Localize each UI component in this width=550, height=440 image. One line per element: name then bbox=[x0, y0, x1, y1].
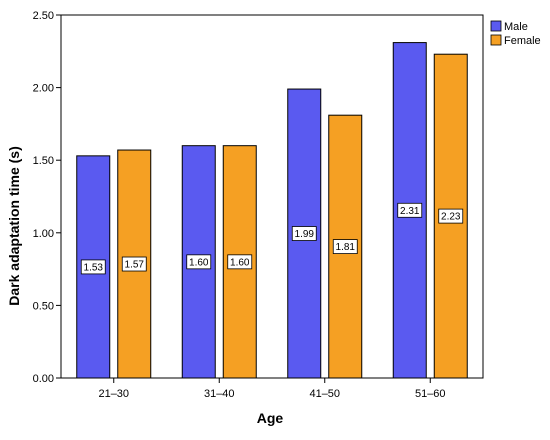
y-tick-label: 0.50 bbox=[33, 300, 54, 312]
data-label: 1.60 bbox=[189, 257, 209, 268]
legend-swatch-male bbox=[490, 20, 502, 32]
data-label: 2.31 bbox=[400, 206, 420, 217]
data-label-box bbox=[332, 239, 358, 254]
y-tick-label: 1.00 bbox=[33, 228, 54, 240]
y-tick-label: 2.00 bbox=[33, 83, 54, 95]
y-tick-label: 2.50 bbox=[33, 10, 54, 22]
data-label-box bbox=[291, 226, 317, 241]
data-label-box bbox=[80, 259, 106, 275]
legend-swatch-female bbox=[490, 34, 502, 46]
data-label: 1.60 bbox=[230, 257, 250, 268]
x-tick-label: 21–30 bbox=[98, 388, 129, 400]
y-axis-title: Dark adaptation time (s) bbox=[6, 146, 22, 305]
data-label: 1.99 bbox=[295, 229, 315, 240]
x-tick-label: 51–60 bbox=[415, 388, 446, 400]
legend-label-male: Male bbox=[504, 21, 528, 33]
data-label-box bbox=[397, 202, 423, 218]
y-tick-label: 1.50 bbox=[33, 155, 54, 167]
x-tick-label: 31–40 bbox=[204, 388, 235, 400]
data-label: 2.23 bbox=[441, 212, 461, 223]
legend-label-female: Female bbox=[504, 35, 541, 47]
y-tick-label: 0.00 bbox=[33, 373, 54, 385]
data-label-box bbox=[186, 254, 212, 270]
x-tick-label: 41–50 bbox=[309, 388, 340, 400]
data-label: 1.81 bbox=[336, 242, 356, 253]
data-label-box bbox=[438, 208, 464, 224]
data-label-box bbox=[227, 254, 253, 270]
data-label: 1.53 bbox=[84, 262, 104, 273]
data-label-box bbox=[121, 256, 147, 272]
x-axis-title: Age bbox=[257, 410, 284, 426]
data-label: 1.57 bbox=[125, 260, 145, 271]
